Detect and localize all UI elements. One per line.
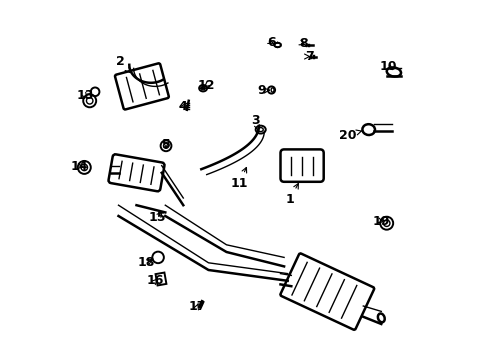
Text: 11: 11	[230, 167, 247, 190]
Text: 20: 20	[338, 129, 361, 141]
Text: 14: 14	[70, 160, 87, 173]
Text: 17: 17	[188, 300, 205, 313]
Text: 6: 6	[266, 36, 275, 49]
Text: 7: 7	[304, 50, 313, 63]
Text: 19: 19	[372, 215, 389, 228]
FancyBboxPatch shape	[280, 149, 323, 182]
Text: 4: 4	[179, 100, 187, 113]
Text: 1: 1	[285, 184, 298, 206]
Text: 8: 8	[298, 37, 307, 50]
Text: 9: 9	[257, 84, 269, 97]
FancyBboxPatch shape	[108, 154, 164, 191]
Text: 3: 3	[250, 114, 259, 130]
FancyBboxPatch shape	[115, 63, 168, 109]
FancyBboxPatch shape	[280, 253, 373, 330]
Text: 10: 10	[379, 60, 396, 73]
Text: 13: 13	[76, 89, 94, 102]
Text: 12: 12	[197, 79, 214, 92]
Text: 2: 2	[116, 55, 130, 73]
Bar	[155, 273, 166, 285]
Text: 16: 16	[146, 274, 164, 287]
Text: 18: 18	[138, 256, 155, 269]
Text: 15: 15	[148, 211, 166, 224]
Text: 5: 5	[162, 138, 170, 150]
